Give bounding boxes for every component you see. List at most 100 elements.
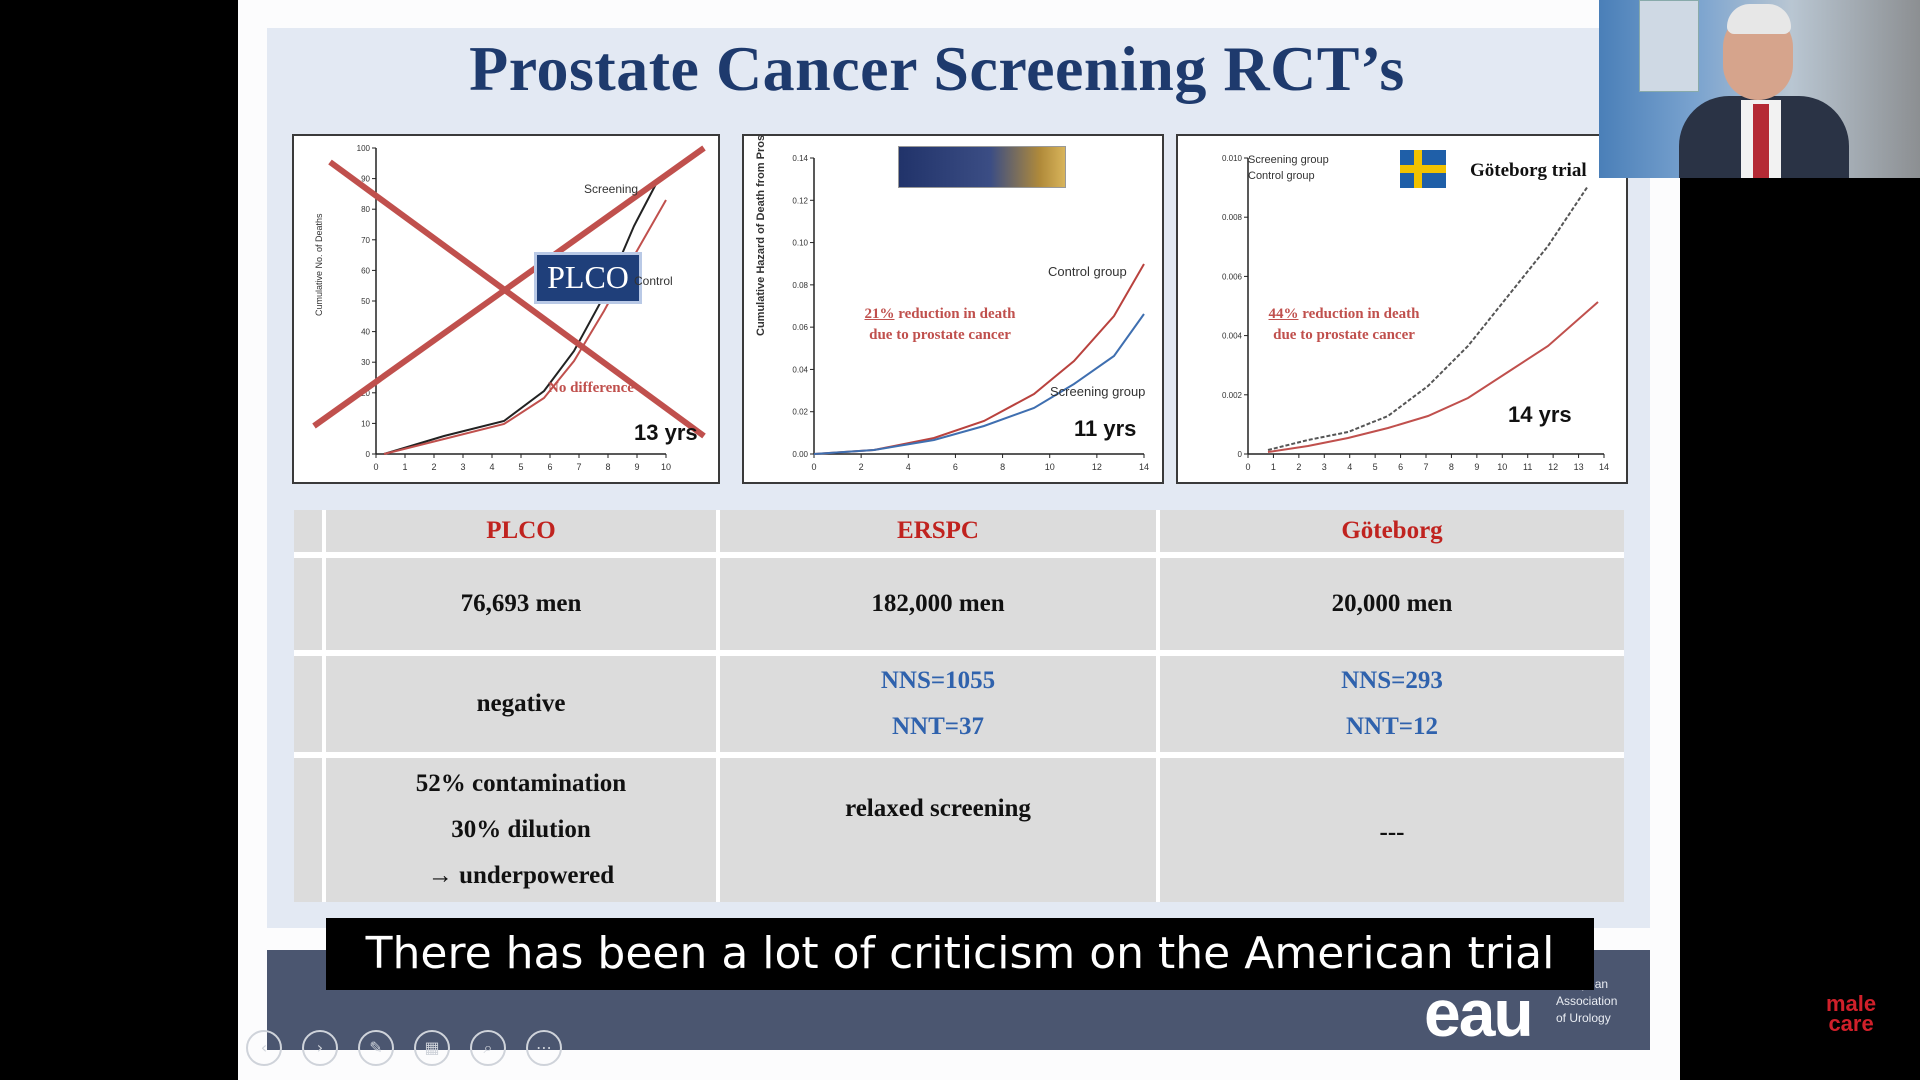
erspc-x-tick-label: 6 (953, 462, 958, 472)
plco-y-tick-label: 0 (366, 450, 371, 459)
goteborg-x-tick-label: 14 (1599, 462, 1609, 472)
erspc-y-tick-label: 0.04 (792, 365, 808, 374)
goteborg-reduction-line2: due to prostate cancer (1273, 327, 1415, 343)
erspc-chart: 0 2 4 6 8 10 12 14 0.00 0.02 0.04 0.06 0.08 0.10 0.12 0… (755, 136, 1149, 472)
erspc-x-tick-label: 2 (859, 462, 864, 472)
more-icon[interactable]: ⋯ (526, 1030, 562, 1066)
goteborg-x-tick-label: 4 (1347, 462, 1352, 472)
plco-x-tick-label: 4 (489, 462, 494, 472)
erspc-nnt: NNT=37 (891, 713, 985, 740)
erspc-nns: NNS=1055 (880, 667, 996, 694)
erspc-reduction-line2: due to prostate cancer (869, 327, 1011, 343)
plco-legend-screening: Screening (584, 182, 639, 196)
row-stub (294, 558, 322, 650)
erspc-ylabel: Cumulative Hazard of Death from Prostate… (755, 136, 767, 336)
slides-icon[interactable]: ▦ (414, 1030, 450, 1066)
eau-org-line3: of Urology (1556, 1011, 1611, 1025)
goteborg-x-tick-label: 13 (1574, 462, 1584, 472)
erspc-x-tick-label: 12 (1092, 462, 1102, 472)
plco-y-tick-label: 80 (361, 205, 370, 214)
pen-icon[interactable]: ✎ (358, 1030, 394, 1066)
erspc-x-tick-label: 14 (1139, 462, 1149, 472)
subtitle-caption: There has been a lot of criticism on the… (326, 918, 1594, 990)
plco-y-tick-label: 30 (361, 358, 370, 367)
goteborg-x-tick-label: 5 (1373, 462, 1378, 472)
header-goteborg: Göteborg (1160, 510, 1624, 552)
plco-ylabel: Cumulative No. of Deaths (314, 213, 324, 316)
goteborg-control-line (1267, 301, 1599, 453)
erspc-legend-control: Control group (1048, 264, 1127, 279)
plco-y-tick-label: 20 (361, 389, 370, 398)
goteborg-legend-screening: Screening group (1248, 154, 1329, 166)
goteborg-notes-cell: --- (1160, 758, 1624, 902)
plco-notes-cell: 52% contamination 30% dilution → underpo… (326, 758, 716, 902)
plco-note-underpowered: → underpowered (427, 862, 615, 889)
goteborg-chart: 0 1 2 3 4 5 6 7 8 9 10 11 12 13 1400.0020.0040.0060.00… (1222, 154, 1609, 472)
prev-icon[interactable]: ‹ (246, 1030, 282, 1066)
plco-x-tick-label: 3 (460, 462, 465, 472)
goteborg-x-tick-label: 3 (1322, 462, 1327, 472)
plco-y-tick-label: 40 (361, 328, 370, 337)
plco-x-tick-label: 2 (431, 462, 436, 472)
erspc-logo (898, 146, 1066, 188)
plco-x-tick-label: 6 (547, 462, 552, 472)
plco-x-tick-label: 7 (576, 462, 581, 472)
plco-x-tick-label: 8 (605, 462, 610, 472)
table-corner (294, 510, 322, 552)
erspc-reduction-line1: reduction in death (894, 306, 1016, 322)
plco-badge: PLCO (534, 252, 642, 304)
goteborg-y-tick-label: 0.010 (1222, 154, 1243, 163)
erspc-result-cell: NNS=1055 NNT=37 (720, 656, 1156, 752)
sweden-flag-icon (1400, 150, 1446, 188)
plco-years: 13 yrs (634, 420, 698, 445)
erspc-reduction-pct: 21% (864, 306, 895, 322)
erspc-x-tick-label: 8 (1000, 462, 1005, 472)
plco-x-tick-label: 9 (634, 462, 639, 472)
cross-line-2 (328, 159, 706, 439)
goteborg-x-tick-label: 2 (1296, 462, 1301, 472)
goteborg-x-tick-label: 0 (1245, 462, 1250, 472)
erspc-y-tick-label: 0.08 (792, 281, 808, 290)
goteborg-x-tick-label: 1 (1271, 462, 1276, 472)
erspc-screening-line (813, 313, 1145, 455)
goteborg-reduction-note: 44% reduction in death due to prostate c… (1244, 304, 1444, 346)
goteborg-nns: NNS=293 (1341, 667, 1443, 694)
header-plco: PLCO (326, 510, 716, 552)
plco-chart-panel: 0 1 2 3 4 5 6 7 8 9 10 0 10 20 30 40 50 60 70 80 90 100 Cumul… (292, 134, 720, 484)
slide-title: Prostate Cancer Screening RCT’s (469, 33, 1405, 104)
erspc-y-tick-label: 0.06 (792, 323, 808, 332)
goteborg-x-tick-label: 7 (1423, 462, 1428, 472)
plco-y-tick-label: 60 (361, 266, 370, 275)
erspc-y-tick-label: 0.02 (792, 408, 808, 417)
plco-men-cell: 76,693 men (326, 558, 716, 650)
next-icon[interactable]: › (302, 1030, 338, 1066)
erspc-years: 11 yrs (1074, 416, 1137, 441)
erspc-y-tick-label: 0.12 (792, 196, 808, 205)
erspc-y-tick-label: 0.00 (792, 450, 808, 459)
goteborg-reduction-line1: reduction in death (1298, 306, 1420, 322)
goteborg-years: 14 yrs (1508, 402, 1572, 427)
erspc-x-tick-label: 0 (811, 462, 816, 472)
goteborg-x-tick-label: 9 (1474, 462, 1479, 472)
goteborg-x-tick-label: 6 (1398, 462, 1403, 472)
zoom-icon[interactable]: ⌕ (470, 1030, 506, 1066)
goteborg-men-cell: 20,000 men (1160, 558, 1624, 650)
goteborg-x-tick-label: 8 (1449, 462, 1454, 472)
erspc-x-tick-label: 4 (906, 462, 911, 472)
cross-line-1 (312, 145, 706, 429)
plco-y-tick-label: 90 (361, 175, 370, 184)
goteborg-x-tick-label: 10 (1497, 462, 1507, 472)
watermark-line1: male (1826, 991, 1877, 1016)
goteborg-result-cell: NNS=293 NNT=12 (1160, 656, 1624, 752)
plco-note-dilution: 30% dilution (451, 816, 591, 843)
goteborg-y-tick-label: 0.002 (1222, 391, 1243, 400)
plco-x-tick-label: 0 (373, 462, 378, 472)
erspc-chart-panel: 0 2 4 6 8 10 12 14 0.00 0.02 0.04 0.06 0.08 0.10 0.12 0… (742, 134, 1164, 484)
goteborg-screening-line (1267, 185, 1589, 451)
goteborg-y-tick-label: 0 (1238, 450, 1243, 459)
eau-org-line2: Association (1556, 994, 1618, 1008)
plco-y-tick-label: 70 (361, 236, 370, 245)
erspc-legend-screening: Screening group (1050, 384, 1146, 399)
webcam-video (1599, 0, 1920, 178)
plco-annotation: No difference (548, 380, 634, 396)
